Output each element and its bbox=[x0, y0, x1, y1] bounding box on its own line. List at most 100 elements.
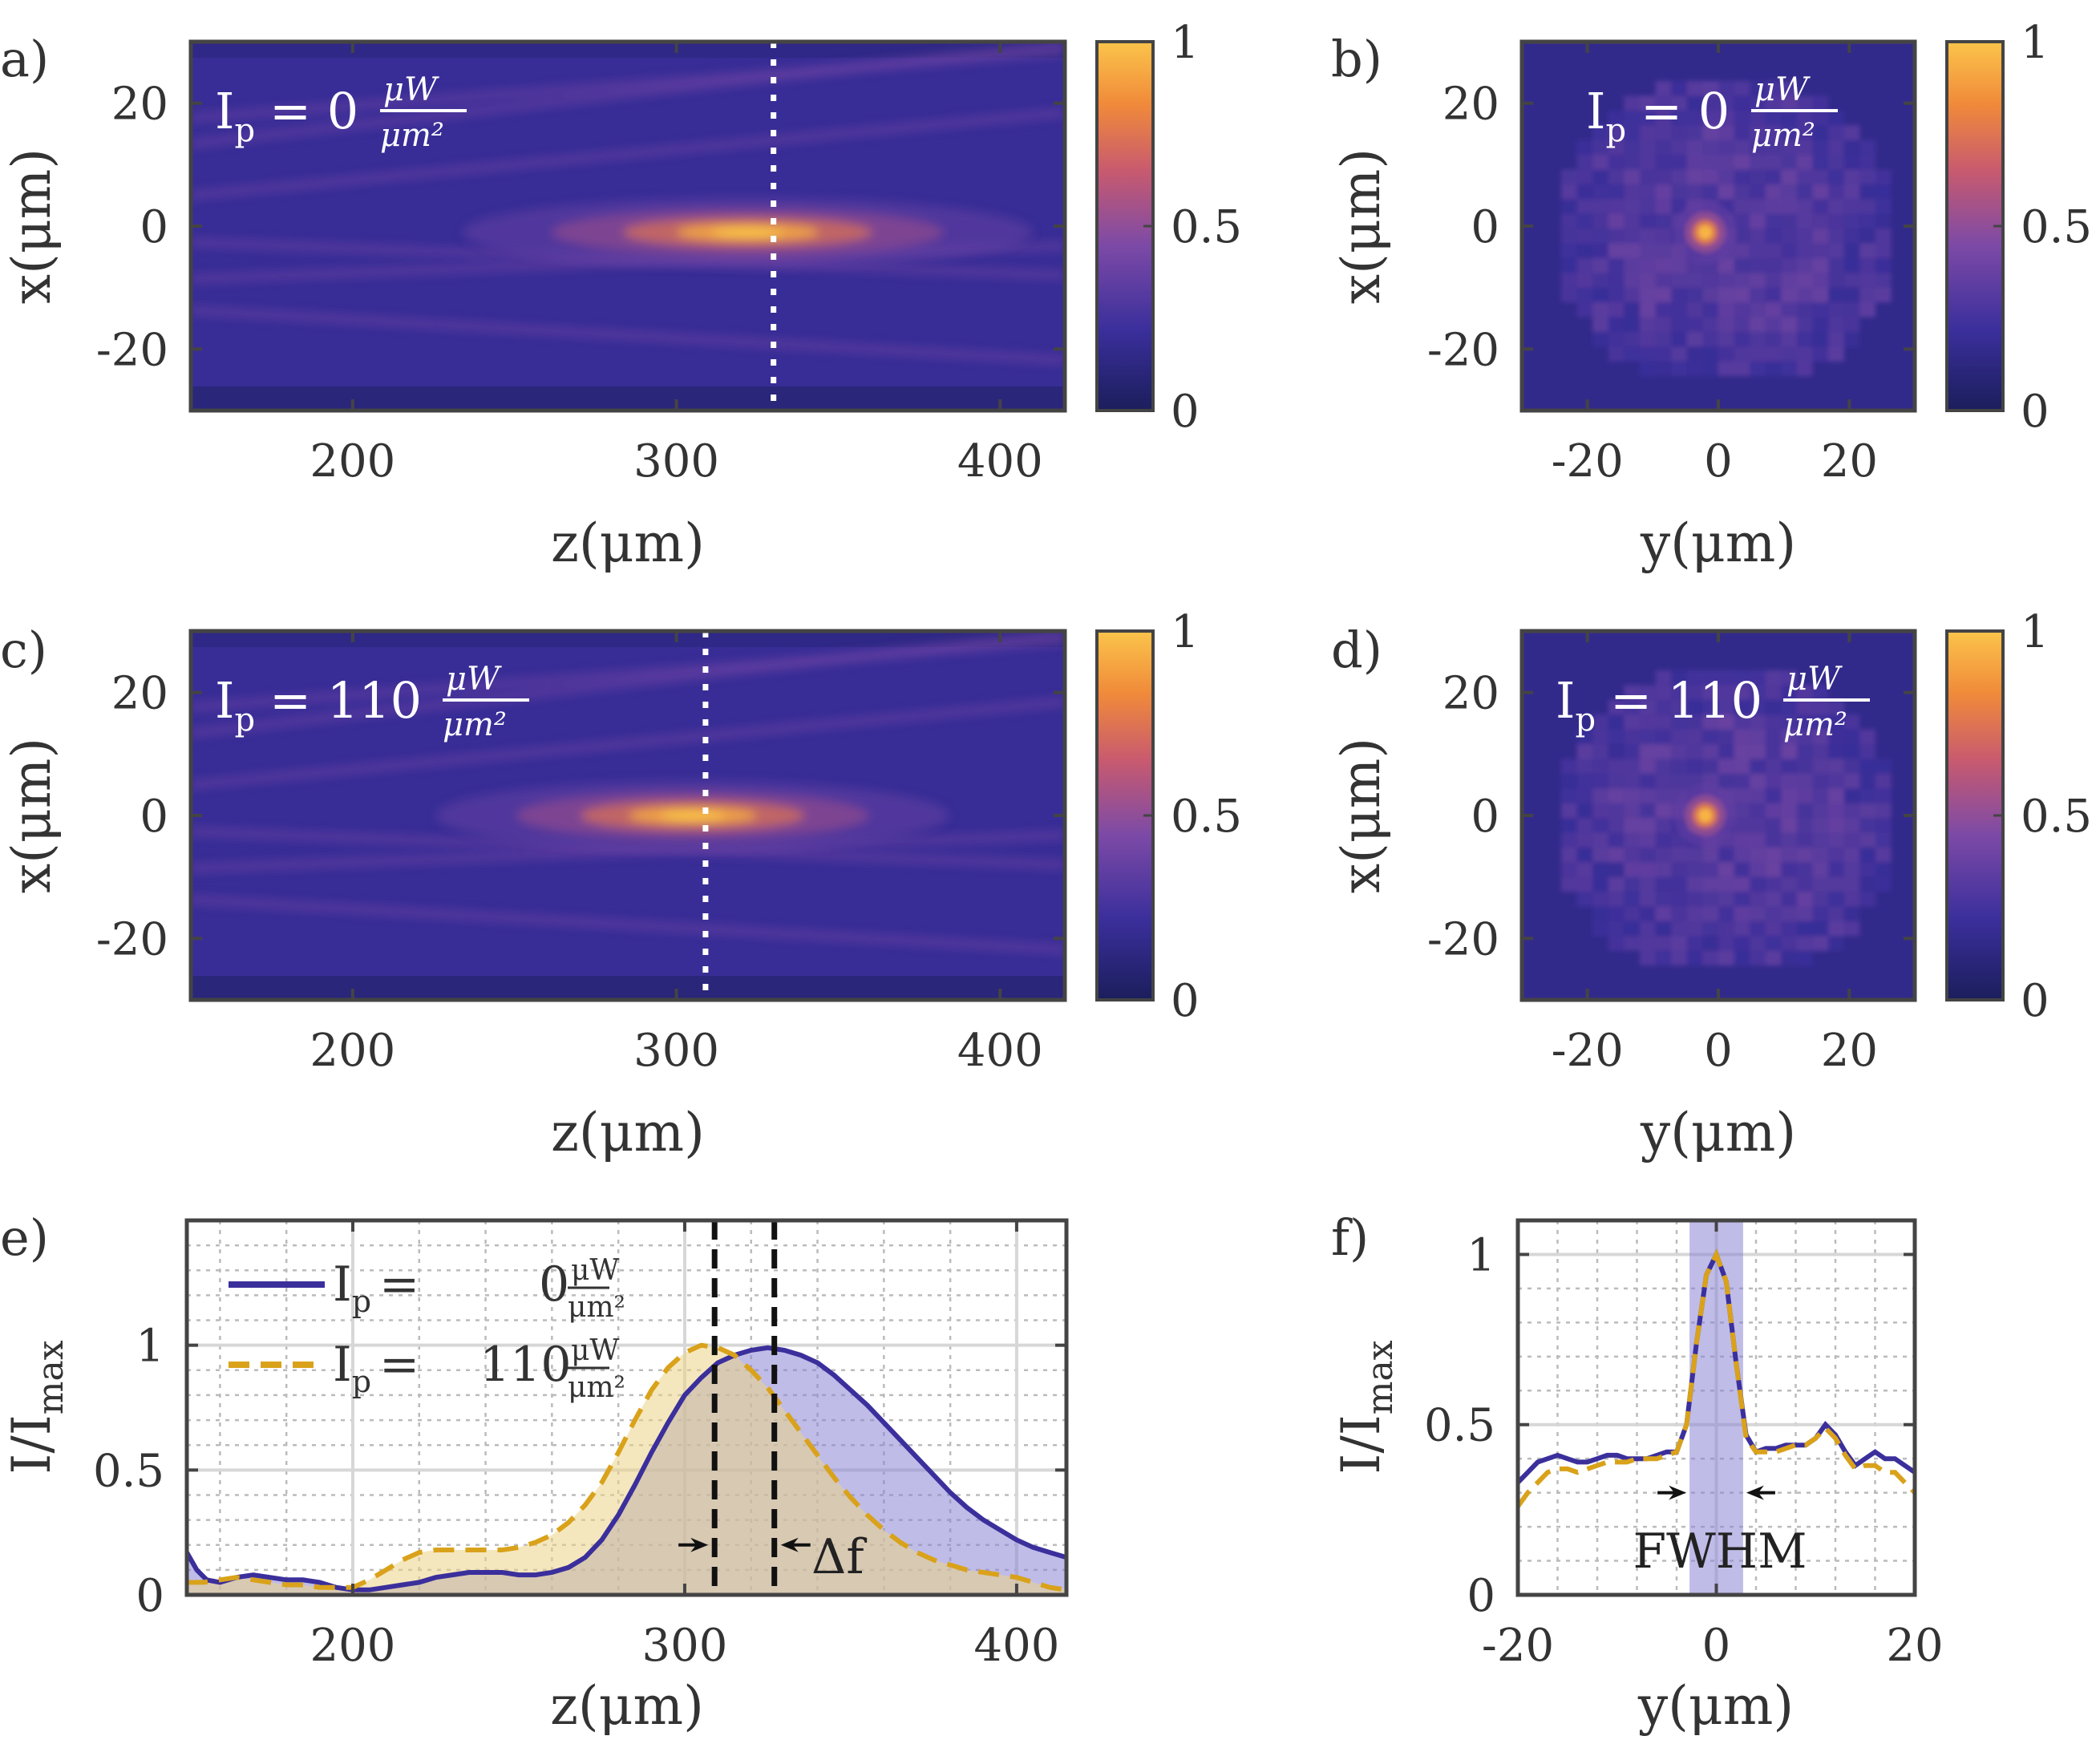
panel-b-speckle-cell bbox=[1781, 199, 1797, 214]
panel-d-speckle-cell bbox=[1640, 876, 1656, 892]
panel-d-speckle-cell bbox=[1797, 832, 1813, 848]
panel-b-speckle-cell bbox=[1702, 169, 1718, 184]
panel-b-speckle-cell bbox=[1750, 331, 1766, 347]
panel-a-ylabel: x(μm) bbox=[1, 148, 63, 304]
panel-d-speckle-cell bbox=[1765, 876, 1782, 892]
panel-d-speckle-cell bbox=[1875, 788, 1892, 803]
panel-d-speckle-cell bbox=[1608, 892, 1625, 907]
panel-c-colorbar: 00.51 bbox=[1095, 606, 1242, 1027]
panel-b-speckle-cell bbox=[1750, 81, 1766, 96]
panel-d-speckle-cell bbox=[1592, 744, 1608, 759]
panel-d-speckle-cell bbox=[1843, 788, 1860, 803]
panel-b-speckle-cell bbox=[1671, 140, 1687, 156]
panel-b-speckle-cell bbox=[1765, 302, 1782, 318]
panel-d-speckle-cell bbox=[1828, 729, 1844, 745]
panel-d-speckle-cell bbox=[1640, 906, 1656, 921]
panel-d-speckle-cell bbox=[1859, 729, 1875, 745]
panel-b-speckle-cell bbox=[1686, 346, 1703, 362]
panel-d-speckle-cell bbox=[1781, 759, 1797, 774]
panel-b-speckle-cell bbox=[1671, 169, 1687, 184]
panel-d-speckle-cell bbox=[1843, 892, 1860, 907]
panel-b-speckle-cell bbox=[1781, 317, 1797, 332]
panel-b-speckle-cell bbox=[1686, 361, 1703, 377]
panel-d-speckle-cell bbox=[1718, 876, 1734, 892]
legend-ip110-num: μW bbox=[571, 1334, 619, 1367]
panel-e-label: e) bbox=[0, 1208, 49, 1267]
panel-b-speckle-cell bbox=[1655, 155, 1672, 170]
panel-b-speckle-cell bbox=[1702, 184, 1718, 200]
panel-b-speckle-cell bbox=[1686, 184, 1703, 200]
panel-d-speckle-cell bbox=[1781, 699, 1797, 715]
panel-e-xtick-label: 200 bbox=[310, 1620, 396, 1672]
panel-b-speckle-cell bbox=[1797, 257, 1813, 273]
panel-d-speckle-cell bbox=[1828, 847, 1844, 863]
panel-b-xlabel: y(μm) bbox=[1640, 512, 1796, 574]
panel-d-anno-num: μW bbox=[1786, 661, 1843, 698]
panel-d-axes: -20 0 20 20 0 -20 bbox=[1427, 631, 1915, 1077]
panel-d-speckle-cell bbox=[1655, 921, 1672, 937]
panel-b-anno-sub: p bbox=[1606, 112, 1627, 149]
panel-d-speckle-cell bbox=[1608, 832, 1625, 848]
panel-b-speckle-cell bbox=[1828, 140, 1844, 156]
panel-d-speckle-cell bbox=[1671, 862, 1687, 877]
panel-b-speckle-cell bbox=[1686, 125, 1703, 140]
panel-b-speckle-cell bbox=[1812, 302, 1829, 318]
panel-d-xtick-label: 0 bbox=[1704, 1025, 1733, 1077]
panel-d-speckle-cell bbox=[1797, 803, 1813, 819]
panel-b-speckle-cell bbox=[1734, 243, 1750, 258]
panel-b-speckle-cell bbox=[1859, 169, 1875, 184]
panel-e-arrow-right bbox=[780, 1537, 799, 1552]
panel-b-speckle-cell bbox=[1781, 81, 1797, 96]
panel-b-speckle-cell bbox=[1561, 213, 1577, 229]
panel-a-anno-eq: = 0 bbox=[269, 82, 358, 140]
panel-e-ytick-label: 0 bbox=[136, 1570, 164, 1622]
panel-d-speckle-cell bbox=[1686, 714, 1703, 730]
panel-b: b) Ip = 0 μW μm² -20 0 20 20 0 -20 y(μm) x(μm)… bbox=[1330, 17, 2092, 574]
panel-e-plot bbox=[184, 1220, 1067, 1595]
panel-d-anno-sub: p bbox=[1576, 702, 1596, 738]
panel-d-speckle-cell bbox=[1640, 744, 1656, 759]
panel-a-anno-den: μm² bbox=[380, 117, 444, 154]
panel-d-speckle-cell bbox=[1734, 729, 1750, 745]
panel-b-speckle-cell bbox=[1702, 287, 1718, 303]
panel-d-speckle-cell bbox=[1765, 906, 1782, 921]
panel-d-speckle-cell bbox=[1765, 729, 1782, 745]
panel-d-speckle-cell bbox=[1843, 714, 1860, 730]
panel-b-speckle-cell bbox=[1734, 302, 1750, 318]
panel-b-speckle-cell bbox=[1561, 169, 1577, 184]
panel-d-speckle-cell bbox=[1561, 847, 1577, 863]
panel-e-line-ip110 bbox=[187, 1342, 1067, 1592]
panel-d-speckle-cell bbox=[1797, 876, 1813, 892]
panel-a-xtick-label: 200 bbox=[310, 435, 395, 488]
panel-d-speckle-cell bbox=[1655, 936, 1672, 951]
panel-d-speckle-cell bbox=[1781, 936, 1797, 951]
panel-d-speckle-cell bbox=[1671, 847, 1687, 863]
panel-b-speckle-cell bbox=[1686, 169, 1703, 184]
panel-a-filament bbox=[191, 47, 1065, 123]
panel-b-speckle-cell bbox=[1592, 140, 1608, 156]
panel-b-speckle-cell bbox=[1812, 317, 1829, 332]
panel-d-speckle-cell bbox=[1576, 892, 1593, 907]
panel-d-speckle-cell bbox=[1734, 788, 1750, 803]
panel-d-speckle-cell bbox=[1828, 936, 1844, 951]
panel-d-speckle-cell bbox=[1843, 906, 1860, 921]
panel-d-speckle-cell bbox=[1608, 788, 1625, 803]
panel-b-speckle-cell bbox=[1718, 257, 1734, 273]
panel-d-speckle-cell bbox=[1686, 936, 1703, 951]
panel-d-speckle-cell bbox=[1702, 685, 1718, 700]
panel-a-ytick-label: 20 bbox=[111, 79, 168, 131]
panel-b-cb-tick-label: 0 bbox=[2021, 386, 2049, 438]
panel-d-speckle-cell bbox=[1812, 847, 1829, 863]
panel-b-speckle-cell bbox=[1875, 229, 1892, 244]
panel-d-speckle-cell bbox=[1734, 803, 1750, 819]
panel-d-speckle-cell bbox=[1686, 950, 1703, 966]
panel-d-spot-layer bbox=[1697, 808, 1713, 823]
panel-d-speckle-cell bbox=[1702, 876, 1718, 892]
panel-d-speckle-cell bbox=[1812, 906, 1829, 921]
panel-b-speckle-cell bbox=[1843, 213, 1860, 229]
panel-d-speckle-cell bbox=[1671, 685, 1687, 700]
panel-d-speckle-cell bbox=[1702, 699, 1718, 715]
panel-b-speckle-cell bbox=[1843, 125, 1860, 140]
panel-b-speckle-cell bbox=[1765, 199, 1782, 214]
